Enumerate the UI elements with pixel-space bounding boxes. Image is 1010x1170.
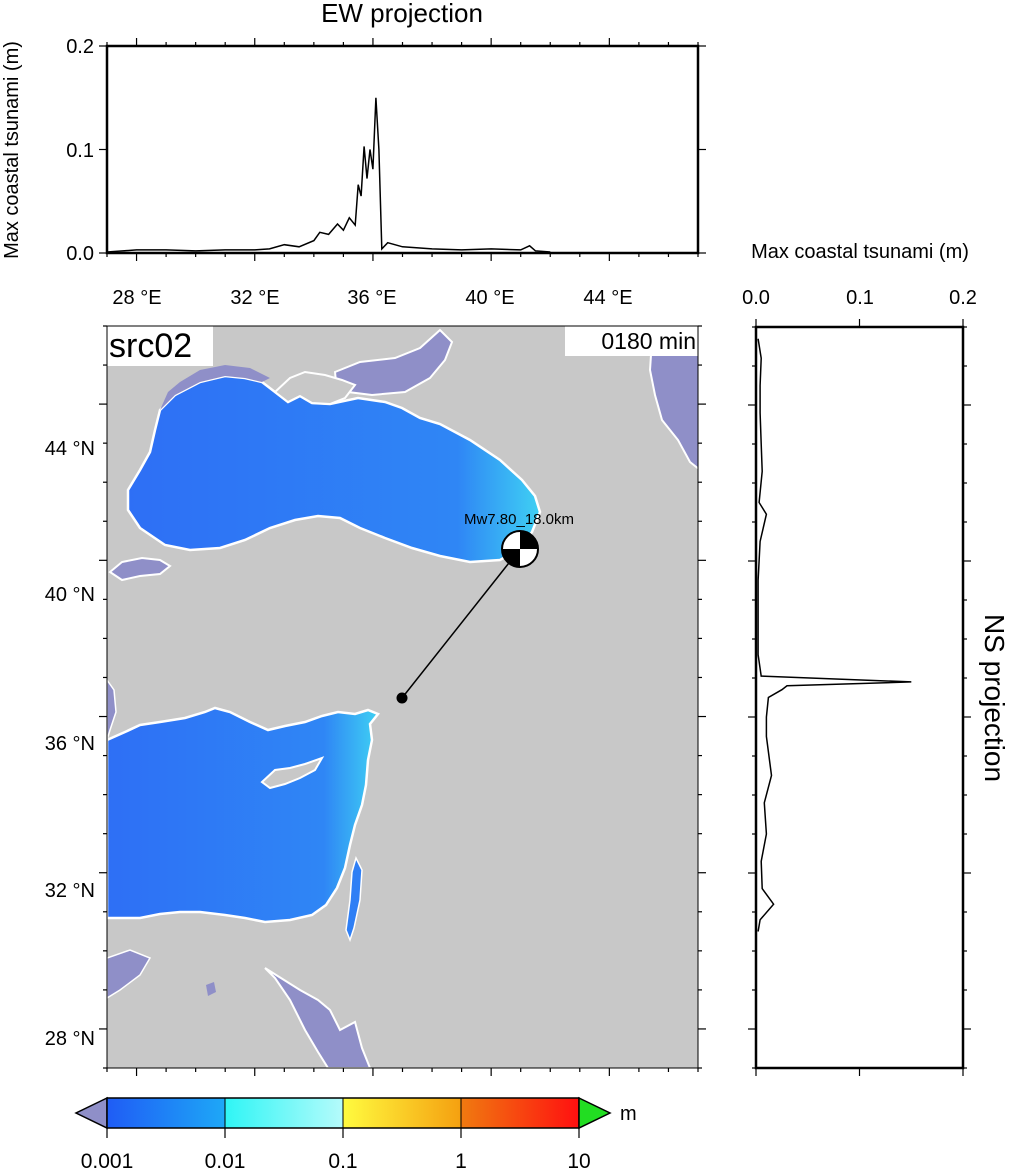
aegean-sea-shape [107, 678, 117, 741]
ew-series-line [107, 97, 551, 253]
colorbar-tick-1: 0.01 [205, 1150, 246, 1170]
ew-xtick-4: 44 °E [583, 287, 632, 309]
small-lake-shape [206, 982, 216, 996]
ns-xlabel: Max coastal tsunami (m) [751, 241, 969, 263]
ew-ylabel: Max coastal tsunami (m) [1, 41, 23, 259]
ns-frame [754, 325, 965, 1070]
crimea-shape [273, 370, 357, 406]
ns-xtick-2: 0.2 [949, 287, 977, 309]
map-ytick-2: 36 °N [45, 733, 95, 755]
ns-tick-marks [748, 319, 971, 1076]
ns-projection-panel: Max coastal tsunami (m) 0.0 0.1 0.2 NS p… [742, 241, 1010, 1076]
map-tick-marks [99, 325, 706, 1076]
time-label-box [565, 326, 698, 356]
colorbar-over-triangle [578, 1096, 612, 1130]
ew-ytick-0: 0.0 [66, 243, 94, 265]
map-ytick-1: 40 °N [45, 584, 95, 606]
scenario-label-box [107, 326, 213, 366]
ew-xtick-1: 32 °E [230, 287, 279, 309]
ew-frame [105, 44, 700, 255]
map-area: Mw7.80_18.0km src02 0180 min [107, 326, 698, 1068]
time-label: 0180 min [601, 328, 696, 354]
epicenter-dot [396, 692, 408, 704]
ew-ytick-1: 0.1 [66, 140, 94, 162]
ns-xtick-1: 0.1 [846, 287, 874, 309]
black-sea-northwest-shelf [160, 365, 270, 410]
ew-xtick-0: 28 °E [112, 287, 161, 309]
colorbar: m 0.001 0.01 0.1 1 10 [74, 1096, 637, 1170]
source-connector-line [401, 548, 521, 699]
colorbar-tick-marks [106, 1098, 580, 1138]
ew-projection-title: EW projection [321, 0, 483, 28]
ew-ytick-2: 0.2 [66, 36, 94, 58]
ns-xtick-0: 0.0 [742, 287, 770, 309]
map-y-tick-labels: 44 °N 40 °N 36 °N 32 °N 28 °N [45, 438, 95, 1050]
gulf-of-aqaba-shape [345, 855, 363, 943]
colorbar-tick-3: 1 [455, 1150, 467, 1170]
colorbar-tick-4: 10 [567, 1150, 590, 1170]
nile-delta-shape [107, 949, 152, 999]
ns-series-line [757, 338, 912, 932]
scenario-label: src02 [109, 327, 192, 365]
ew-tick-marks [99, 38, 706, 261]
colorbar-under-triangle [74, 1096, 108, 1130]
ew-xtick-3: 40 °E [465, 287, 514, 309]
colorbar-tick-0: 0.001 [81, 1150, 134, 1170]
ew-projection-panel: EW projection Max coastal tsunami (m) 0.… [1, 0, 706, 309]
event-label: Mw7.80_18.0km [464, 511, 574, 528]
map-ytick-0: 44 °N [45, 438, 95, 460]
ns-x-tick-labels: 0.0 0.1 0.2 [742, 287, 977, 309]
ns-projection-title: NS projection [979, 614, 1010, 782]
map-panel: Mw7.80_18.0km src02 0180 min 44 °N 40 °N… [45, 325, 706, 1076]
map-frame [106, 325, 699, 1069]
colorbar-unit: m [620, 1103, 637, 1125]
colorbar-tick-labels: 0.001 0.01 0.1 1 10 [81, 1150, 591, 1170]
red-sea-shape [264, 967, 372, 1068]
focal-mechanism-beachball [501, 530, 539, 568]
ew-xtick-2: 36 °E [347, 287, 396, 309]
map-ytick-3: 32 °N [45, 880, 95, 902]
map-ytick-4: 28 °N [45, 1028, 95, 1050]
cyprus-shape [260, 756, 325, 790]
ew-y-tick-labels: 0.0 0.1 0.2 [66, 36, 94, 265]
marmara-sea-shape [108, 556, 172, 582]
colorbar-tick-2: 0.1 [328, 1150, 357, 1170]
ew-x-tick-labels: 28 °E 32 °E 36 °E 40 °E 44 °E [112, 287, 632, 309]
